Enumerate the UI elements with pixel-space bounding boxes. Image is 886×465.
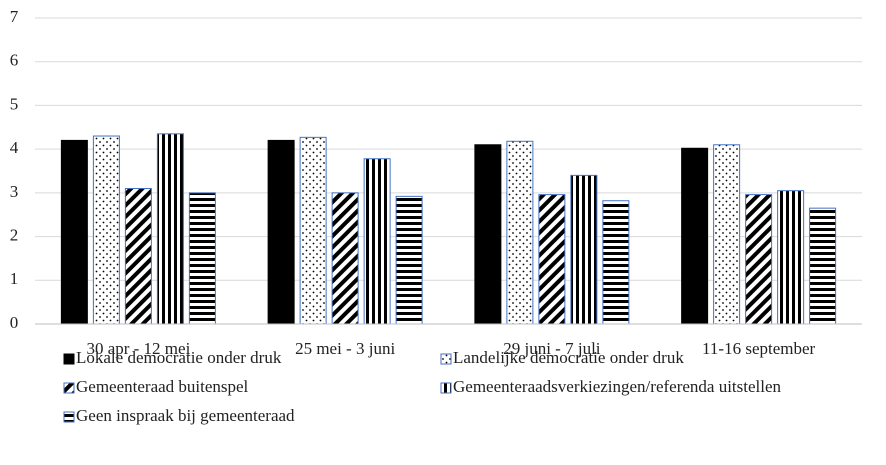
legend-label: Geen inspraak bij gemeenteraad: [76, 406, 295, 425]
legend-label: Lokale democratie onder druk: [76, 348, 282, 367]
y-tick-label: 1: [10, 269, 19, 288]
y-tick-label: 4: [10, 138, 19, 157]
y-tick-label: 7: [10, 7, 19, 26]
legend-swatch: [63, 382, 75, 394]
legend-swatch: [440, 353, 452, 365]
legend-swatch: [63, 353, 75, 365]
x-tick-label: 11-16 september: [702, 339, 815, 358]
x-tick-label: 29 juni - 7 juli: [503, 339, 601, 358]
y-tick-label: 5: [10, 94, 19, 113]
bar: [395, 195, 423, 325]
bar: [777, 190, 805, 325]
bar: [809, 207, 837, 325]
bar: [602, 200, 630, 325]
bar: [267, 139, 295, 325]
legend-swatch: [63, 411, 75, 423]
x-tick-label: 30 apr - 12 mei: [86, 339, 190, 358]
y-tick-label: 2: [10, 225, 19, 244]
y-tick-label: 6: [10, 51, 19, 70]
bar: [745, 194, 773, 325]
bar: [299, 136, 327, 325]
y-tick-label: 0: [10, 313, 19, 332]
bar: [570, 174, 598, 325]
x-tick-label: 25 mei - 3 juni: [295, 339, 395, 358]
bar: [331, 192, 359, 325]
bar: [713, 144, 741, 325]
bar: [60, 139, 88, 325]
legend-label: Landelijke democratie onder druk: [453, 348, 684, 367]
bar: [188, 192, 216, 325]
bar: [506, 140, 534, 325]
y-tick-label: 3: [10, 182, 19, 201]
bar: [124, 187, 152, 325]
legend-label: Gemeenteraad buitenspel: [76, 377, 249, 396]
bar: [474, 144, 502, 325]
bar: [681, 147, 709, 325]
bar: [538, 194, 566, 325]
bar: [92, 135, 120, 325]
bar: [363, 158, 391, 325]
legend-swatch: [440, 382, 452, 394]
legend-label: Gemeenteraadsverkiezingen/referenda uits…: [453, 377, 782, 396]
bar: [156, 133, 184, 325]
